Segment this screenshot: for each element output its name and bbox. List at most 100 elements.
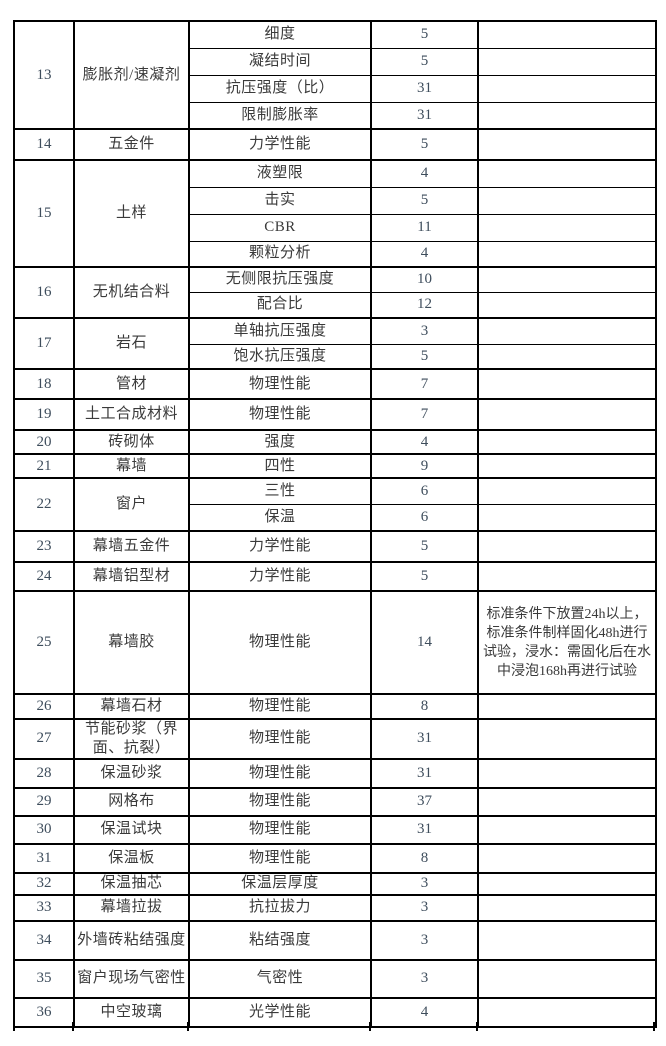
row-number-cell: 22 xyxy=(13,477,75,532)
material-name-cell: 保温抽芯 xyxy=(73,871,190,895)
test-item-cell: 光学性能 xyxy=(188,996,372,1027)
table-row: 36 中空玻璃 光学性能 4 xyxy=(13,996,657,1027)
sample-count-cell: 3 xyxy=(370,919,479,960)
remark-cell xyxy=(477,343,657,370)
remark-cell xyxy=(477,530,657,563)
cut-off-row-border xyxy=(369,1022,371,1031)
material-name-cell: 土样 xyxy=(73,159,190,268)
material-name-cell: 无机结合料 xyxy=(73,266,190,319)
table-row: 17 岩石 单轴抗压强度 3 xyxy=(13,317,657,370)
table-row: 凝结时间 5 xyxy=(14,47,657,76)
row-number-cell: 29 xyxy=(13,786,75,816)
cut-off-row-border xyxy=(653,1022,655,1031)
remark-cell xyxy=(477,477,657,505)
table-row: 23 幕墙五金件 力学性能 5 xyxy=(13,530,657,563)
table-body: 13 膨胀剂/速凝剂 细度 5 凝结时间 5 抗压强度（比） 31 限制膨胀率 31 14 五金件 力学… xyxy=(13,20,657,1027)
sample-count-cell: 11 xyxy=(370,213,479,242)
table-row: 34 外墙砖粘结强度 粘结强度 3 xyxy=(13,919,657,960)
table-row: 27 节能砂浆（界面、抗裂） 物理性能 31 xyxy=(13,718,657,759)
remark-cell xyxy=(477,128,657,161)
row-number-cell: 32 xyxy=(13,871,75,895)
material-name-cell: 保温砂浆 xyxy=(73,757,190,788)
remark-cell xyxy=(477,186,657,215)
row-number-cell: 25 xyxy=(13,590,75,695)
remark-cell xyxy=(477,996,657,1027)
material-name-cell: 保温板 xyxy=(73,842,190,873)
test-item-cell: 物理性能 xyxy=(188,786,372,816)
sample-count-cell: 4 xyxy=(370,429,479,455)
table-row: 13 膨胀剂/速凝剂 细度 5 xyxy=(13,20,657,130)
table-row: 22 窗户 三性 6 xyxy=(13,477,657,532)
table-row: 保温 6 xyxy=(14,503,657,532)
test-item-cell: 物理性能 xyxy=(188,842,372,873)
remark-cell xyxy=(477,871,657,895)
test-item-cell: 抗拉拔力 xyxy=(188,893,372,921)
material-name-cell: 膨胀剂/速凝剂 xyxy=(73,20,190,130)
remark-cell xyxy=(477,74,657,103)
table-row: 35 窗户现场气密性 气密性 3 xyxy=(13,958,657,998)
table-row: 15 土样 液塑限 4 xyxy=(13,159,657,268)
sample-count-cell: 31 xyxy=(370,74,479,103)
sample-count-cell: 9 xyxy=(370,453,479,479)
cut-off-row-border xyxy=(13,1022,15,1031)
test-item-cell: 保温层厚度 xyxy=(188,871,372,895)
row-number-cell: 19 xyxy=(13,398,75,431)
remark-cell xyxy=(477,893,657,921)
material-name-cell: 幕墙 xyxy=(73,453,190,479)
sample-count-cell: 5 xyxy=(370,47,479,76)
remark-cell xyxy=(477,240,657,268)
test-item-cell: 物理性能 xyxy=(188,693,372,720)
test-item-cell: 液塑限 xyxy=(188,159,372,188)
sample-count-cell: 31 xyxy=(370,814,479,844)
remark-cell xyxy=(477,503,657,532)
table-row: 30 保温试块 物理性能 31 xyxy=(13,814,657,844)
row-number-cell: 18 xyxy=(13,368,75,400)
remark-cell xyxy=(477,958,657,998)
material-name-cell: 窗户 xyxy=(73,477,190,532)
row-number-cell: 31 xyxy=(13,842,75,873)
table-row: 29 网格布 物理性能 37 xyxy=(13,786,657,816)
sample-count-cell: 6 xyxy=(370,503,479,532)
test-item-cell: 物理性能 xyxy=(188,718,372,759)
sample-count-cell: 31 xyxy=(370,101,479,130)
table-row: 18 管材 物理性能 7 xyxy=(13,368,657,400)
test-item-cell: 保温 xyxy=(188,503,372,532)
row-number-cell: 20 xyxy=(13,429,75,455)
row-number-cell: 14 xyxy=(13,128,75,161)
test-item-cell: 配合比 xyxy=(188,291,372,319)
test-item-cell: 物理性能 xyxy=(188,398,372,431)
sample-count-cell: 3 xyxy=(370,317,479,345)
remark-cell xyxy=(477,561,657,592)
sample-count-cell: 37 xyxy=(370,786,479,816)
test-item-cell: CBR xyxy=(188,213,372,242)
row-number-cell: 27 xyxy=(13,718,75,759)
sample-count-cell: 12 xyxy=(370,291,479,319)
test-item-cell: 力学性能 xyxy=(188,530,372,563)
table-row: 24 幕墙铝型材 力学性能 5 xyxy=(13,561,657,592)
table-row: 击实 5 xyxy=(14,186,657,215)
row-number-cell: 23 xyxy=(13,530,75,563)
remark-cell xyxy=(477,786,657,816)
table-row: 14 五金件 力学性能 5 xyxy=(13,128,657,161)
remark-cell xyxy=(477,266,657,293)
remark-cell xyxy=(477,718,657,759)
sample-count-cell: 4 xyxy=(370,159,479,188)
row-number-cell: 26 xyxy=(13,693,75,720)
remark-cell xyxy=(477,453,657,479)
remark-cell xyxy=(477,159,657,188)
sample-count-cell: 5 xyxy=(370,128,479,161)
test-item-cell: 无侧限抗压强度 xyxy=(188,266,372,293)
row-number-cell: 16 xyxy=(13,266,75,319)
sample-count-cell: 8 xyxy=(370,842,479,873)
test-item-cell: 物理性能 xyxy=(188,757,372,788)
sample-count-cell: 7 xyxy=(370,368,479,400)
test-item-cell: 击实 xyxy=(188,186,372,215)
remark-cell xyxy=(477,842,657,873)
remark-cell xyxy=(477,317,657,345)
sample-count-cell: 7 xyxy=(370,398,479,431)
table-row: 19 土工合成材料 物理性能 7 xyxy=(13,398,657,431)
row-number-cell: 15 xyxy=(13,159,75,268)
material-name-cell: 幕墙铝型材 xyxy=(73,561,190,592)
sample-count-cell: 14 xyxy=(370,590,479,695)
